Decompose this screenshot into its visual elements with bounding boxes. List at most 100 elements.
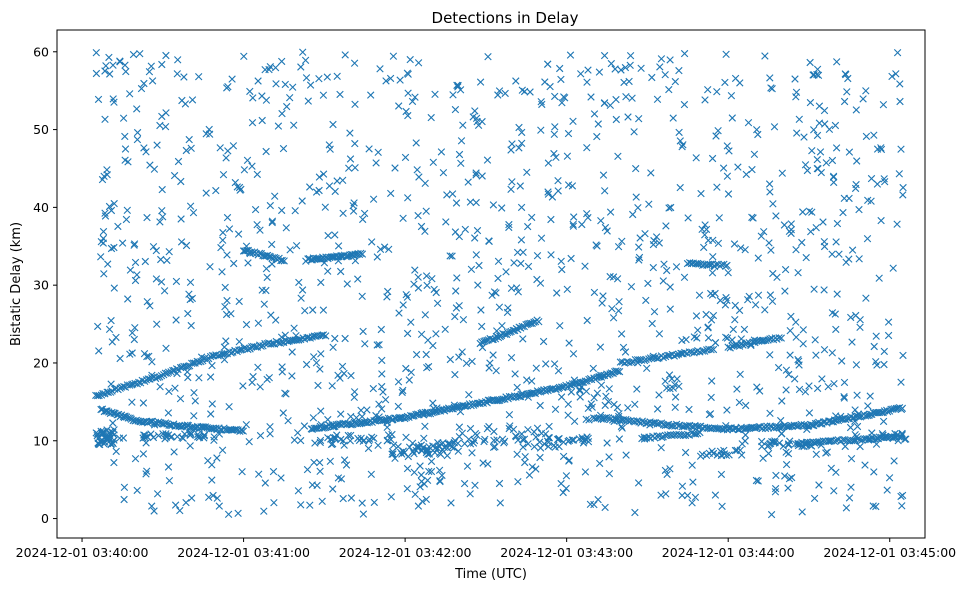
clutter-point (386, 74, 395, 83)
clutter-point (223, 251, 231, 259)
clutter-point (119, 434, 128, 442)
clutter-point (451, 105, 460, 114)
track-a-point (135, 378, 143, 386)
clutter-point (536, 453, 544, 462)
clutter-point (550, 130, 558, 138)
clutter-point (532, 364, 540, 372)
clutter-point (484, 53, 492, 61)
cluster-10-point (874, 435, 883, 443)
clutter-point (176, 506, 184, 515)
clutter-point (233, 183, 241, 191)
clutter-point (278, 57, 286, 66)
clutter-point (806, 98, 815, 107)
clutter-point (475, 261, 483, 270)
clutter-point (505, 223, 513, 232)
clutter-point (756, 387, 764, 395)
clutter-point (599, 292, 607, 300)
clutter-point (537, 98, 545, 106)
clutter-point (617, 66, 625, 74)
clutter-point (841, 442, 849, 451)
clutter-point (396, 76, 404, 84)
clutter-point (721, 78, 729, 87)
clutter-point (133, 271, 141, 279)
clutter-point (425, 467, 433, 476)
clutter-point (782, 366, 791, 374)
track-a-point (319, 331, 328, 339)
clutter-point (705, 410, 714, 419)
track-l-point (668, 431, 676, 440)
clutter-point (110, 243, 118, 252)
clutter-point (713, 183, 721, 191)
clutter-point (728, 114, 736, 122)
cluster-8-point (725, 451, 733, 459)
clutter-point (378, 405, 386, 413)
clutter-point (325, 182, 334, 190)
clutter-point (832, 238, 840, 246)
cluster-5-point (489, 443, 498, 451)
clutter-point (484, 460, 492, 468)
cluster-3-point (316, 438, 324, 447)
clutter-point (813, 65, 822, 73)
clutter-point (495, 303, 504, 311)
cluster-7-point (576, 387, 584, 395)
clutter-point (471, 234, 479, 242)
clutter-point (635, 256, 643, 264)
clutter-point (495, 87, 504, 95)
clutter-point (453, 274, 461, 282)
cluster-1-point (99, 427, 107, 436)
track-b-point (165, 421, 173, 429)
clutter-point (254, 363, 262, 371)
clutter-point (191, 397, 199, 405)
cluster-3-point (370, 434, 378, 442)
clutter-point (825, 125, 834, 133)
clutter-point (106, 70, 114, 78)
clutter-point (517, 259, 525, 268)
clutter-point (414, 284, 423, 292)
clutter-point (403, 329, 412, 338)
clutter-point (367, 470, 375, 478)
clutter-point (246, 87, 254, 96)
clutter-point (268, 218, 276, 227)
clutter-point (877, 144, 885, 152)
clutter-point (173, 70, 181, 78)
clutter-point (551, 405, 560, 413)
clutter-point (411, 490, 419, 498)
clutter-point (451, 312, 459, 321)
clutter-point (554, 177, 562, 185)
clutter-point (208, 400, 216, 408)
clutter-point (222, 154, 230, 162)
clutter-point (422, 207, 430, 215)
clutter-point (455, 150, 464, 159)
clutter-point (636, 234, 644, 242)
clutter-point (671, 77, 679, 86)
clutter-point (666, 283, 674, 291)
track-f-point (683, 422, 692, 430)
track-e-point (709, 345, 718, 354)
clutter-point (242, 421, 250, 429)
cluster-8-point (696, 452, 705, 460)
cluster-6-point (568, 436, 576, 444)
clutter-point (678, 482, 687, 490)
track-a-point (318, 331, 326, 339)
clutter-point (671, 403, 679, 411)
clutter-point (268, 260, 276, 268)
clutter-point (721, 301, 730, 309)
clutter-point (833, 219, 842, 228)
clutter-point (128, 398, 136, 406)
clutter-point (660, 260, 668, 268)
clutter-point (838, 357, 846, 365)
clutter-point (188, 96, 197, 104)
clutter-point (807, 228, 815, 236)
track-c-point (525, 390, 533, 398)
clutter-point (835, 250, 843, 258)
clutter-point (105, 53, 113, 62)
clutter-point (840, 97, 849, 106)
clutter-point (223, 213, 232, 222)
clutter-point (131, 258, 140, 267)
clutter-point (92, 69, 101, 78)
clutter-point (523, 168, 531, 176)
clutter-point (553, 289, 561, 297)
clutter-point (349, 202, 357, 210)
clutter-point (122, 215, 131, 224)
clutter-point (188, 294, 196, 303)
